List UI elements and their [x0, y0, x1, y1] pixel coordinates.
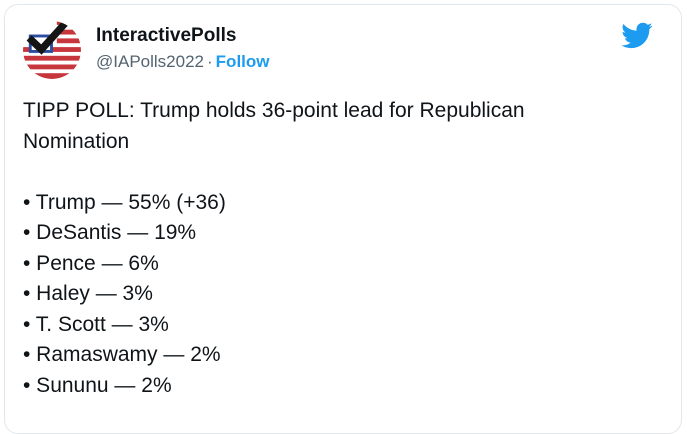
poll-result-line: • T. Scott — 3% — [23, 312, 169, 336]
user-block: InteractivePolls @IAPolls2022 · Follow — [96, 21, 270, 72]
tweet-body: TIPP POLL: Trump holds 36-point lead for… — [23, 96, 663, 401]
tweet-card: InteractivePolls @IAPolls2022 · Follow TIP… — [4, 4, 682, 434]
follow-button[interactable]: Follow — [215, 52, 270, 71]
poll-result-line: • DeSantis — 19% — [23, 221, 197, 244]
user-name[interactable]: InteractivePolls — [96, 25, 237, 46]
poll-result-line: • Sununu — 2% — [23, 373, 172, 397]
dot-separator: · — [207, 52, 213, 71]
poll-result-line: • Ramaswamy — 2% — [23, 343, 221, 366]
avatar[interactable] — [23, 21, 81, 79]
poll-result-line: • Haley — 3% — [23, 282, 153, 305]
handle-row: @IAPolls2022 · Follow — [96, 51, 270, 72]
american-flag-ballot-icon — [23, 21, 81, 79]
poll-result-line: • Trump — 55% (+36) — [23, 190, 226, 214]
poll-results-list: • Trump — 55% (+36) • DeSantis — 19% • P… — [23, 188, 663, 402]
tweet-header: InteractivePolls @IAPolls2022 · Follow — [23, 21, 663, 79]
poll-result-line: • Pence — 6% — [23, 251, 159, 275]
user-handle[interactable]: @IAPolls2022 — [96, 52, 204, 71]
twitter-bird-icon[interactable] — [620, 19, 653, 52]
tweet-text-headline: TIPP POLL: Trump holds 36-point lead for… — [23, 99, 525, 153]
